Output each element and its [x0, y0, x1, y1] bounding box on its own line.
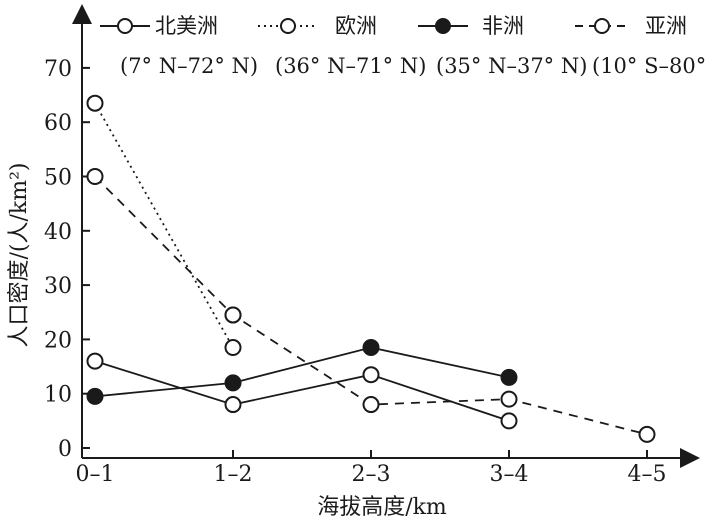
point-north-america	[362, 366, 380, 384]
point-asia	[500, 390, 518, 408]
point-africa	[224, 374, 242, 392]
legend: 北美洲 欧洲 非洲 亚洲 (7° N–72° N) (36° N–71° N) …	[100, 14, 706, 78]
point-asia	[638, 425, 656, 443]
series-layer	[86, 94, 656, 443]
y-tick-label: 0	[58, 437, 72, 462]
point-africa	[362, 339, 380, 357]
x-axis-label: 海拔高度/km	[317, 495, 447, 520]
y-axis-label: 人口密度/(人/km²)	[7, 162, 32, 347]
y-tick-label: 10	[44, 383, 72, 408]
legend-item-north-america: 北美洲	[100, 14, 218, 38]
series-line-europe	[94, 102, 234, 348]
point-europe	[86, 94, 104, 112]
legend-range-africa: (35° N–37° N)	[436, 54, 587, 78]
legend-item-africa: 非洲	[418, 14, 524, 38]
x-tick-label: 3–4	[490, 462, 529, 487]
legend-label-europe: 欧洲	[335, 14, 377, 38]
point-asia	[224, 306, 242, 324]
x-tick-label: 2–3	[352, 462, 391, 487]
point-africa	[86, 387, 104, 405]
x-tick-label: 0–1	[76, 462, 115, 487]
y-tick-label: 40	[44, 220, 72, 245]
legend-label-asia: 亚洲	[645, 14, 687, 38]
legend-item-europe: 欧洲	[258, 14, 377, 38]
legend-label-africa: 非洲	[482, 14, 524, 38]
series-line-north-america	[94, 360, 510, 422]
legend-range-north-america: (7° N–72° N)	[120, 54, 258, 78]
point-asia	[362, 396, 380, 414]
y-tick-label: 70	[44, 57, 72, 82]
point-europe	[224, 339, 242, 357]
y-tick-label: 50	[44, 166, 72, 191]
point-north-america	[224, 396, 242, 414]
point-africa	[500, 368, 518, 386]
legend-range-asia: (10° S–80°	[592, 54, 706, 78]
legend-range-europe: (36° N–71° N)	[275, 54, 426, 78]
x-tick-label: 4–5	[628, 462, 667, 487]
x-ticks: 0–1 1–2 2–3 3–4 4–5	[76, 450, 667, 487]
series-line-africa	[94, 346, 510, 398]
series-line-asia	[94, 175, 648, 436]
x-tick-label: 1–2	[214, 462, 253, 487]
point-north-america	[86, 352, 104, 370]
y-tick-label: 30	[44, 274, 72, 299]
legend-item-asia: 亚洲	[575, 14, 687, 38]
legend-label-north-america: 北美洲	[155, 14, 218, 38]
y-tick-label: 60	[44, 111, 72, 136]
y-tick-label: 20	[44, 328, 72, 353]
y-ticks: 0 10 20 30 40 50 60 70	[44, 57, 90, 462]
point-north-america	[500, 412, 518, 430]
point-asia	[86, 168, 104, 185]
